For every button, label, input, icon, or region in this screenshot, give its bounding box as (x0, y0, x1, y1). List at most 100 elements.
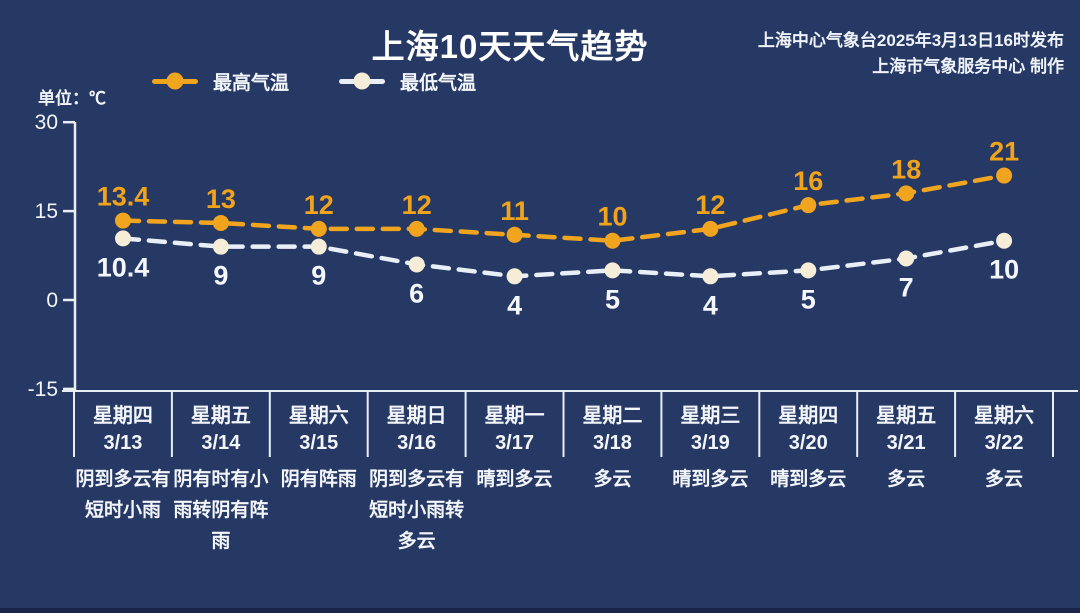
weather-description: 多云 (985, 469, 1024, 490)
date-label: 3/17 (495, 432, 534, 454)
low-temp-value-label: 4 (703, 290, 718, 320)
high-temp-legend-dot (166, 72, 184, 90)
forecast-column: 星期六 3/15 阴有阵雨 (270, 403, 368, 578)
low-temp-value-label: 10 (989, 255, 1019, 285)
date-label: 3/14 (201, 432, 241, 454)
low-temp-point (506, 268, 523, 285)
date-label: 3/13 (103, 432, 143, 454)
forecast-column: 星期五 3/21 多云 (857, 403, 955, 578)
high-temp-legend-label: 最高气温 (213, 72, 290, 94)
high-temp-point (800, 197, 817, 214)
low-temp-point (800, 262, 817, 279)
weather-description: 阴到多云有短时小雨 (75, 469, 171, 521)
high-temp-point (996, 167, 1013, 184)
high-temp-point (604, 232, 621, 249)
date-label: 3/19 (690, 432, 730, 454)
low-temp-point (898, 250, 915, 267)
weather-description: 阴有时有小雨转阴有阵雨 (173, 469, 269, 552)
high-temp-value-label: 10 (597, 202, 627, 232)
high-temp-value-label: 18 (891, 154, 921, 184)
high-temp-point (115, 212, 131, 229)
high-temp-point (310, 220, 327, 237)
legend-item-high-temp: 最高气温 (152, 68, 289, 95)
weather-description: 晴到多云 (770, 469, 847, 490)
weather-description: 多云 (887, 469, 926, 490)
low-temp-point (702, 268, 719, 285)
low-temp-value-label: 9 (213, 261, 228, 291)
legend: 最高气温 最低气温 (152, 68, 476, 94)
forecast-column: 星期五 3/14 阴有时有小雨转阴有阵雨 (172, 403, 270, 578)
high-temp-value-label: 12 (304, 190, 334, 220)
weekday-label: 星期四 (92, 405, 153, 427)
low-temp-value-label: 10.4 (97, 252, 150, 282)
low-temp-value-label: 4 (507, 290, 522, 320)
weather-description: 晴到多云 (672, 469, 749, 490)
forecast-column: 星期六 3/22 多云 (955, 403, 1053, 578)
date-label: 3/16 (397, 432, 437, 454)
weekday-label: 星期六 (974, 405, 1035, 427)
weekday-label: 星期三 (680, 405, 741, 427)
weekday-label: 星期六 (288, 405, 349, 427)
date-label: 3/18 (592, 432, 632, 454)
low-temp-value-label: 7 (899, 273, 914, 303)
high-temp-point (212, 214, 229, 231)
high-temp-point (408, 220, 425, 237)
forecast-column: 星期四 3/13 阴到多云有短时小雨 (74, 403, 172, 578)
high-temp-value-label: 21 (989, 137, 1019, 167)
y-axis-tick-label: 30 (35, 111, 58, 134)
date-label: 3/21 (886, 432, 926, 454)
unit-label: 单位：℃ (38, 89, 106, 108)
weekday-label: 星期日 (386, 405, 447, 427)
y-axis-tick-label: 0 (46, 289, 58, 312)
date-label: 3/22 (984, 432, 1024, 454)
legend-item-low-temp: 最低气温 (339, 68, 476, 95)
high-temp-value-label: 16 (793, 166, 823, 196)
low-temp-point (310, 238, 327, 255)
low-temp-point (604, 262, 621, 279)
attribution-line-1: 上海中心气象台2025年3月13日16时发布 (757, 31, 1064, 50)
forecast-column: 星期三 3/19 晴到多云 (661, 403, 759, 578)
low-temp-legend-label: 最低气温 (400, 72, 477, 94)
weekday-label: 星期一 (484, 405, 545, 427)
low-temp-point (115, 230, 131, 247)
high-temp-value-label: 12 (402, 190, 432, 220)
high-temp-legend-marker-icon (152, 72, 198, 90)
date-label: 3/15 (299, 432, 339, 454)
forecast-column: 星期日 3/16 阴到多云有短时小雨转多云 (368, 403, 466, 578)
high-temp-point (506, 226, 523, 243)
weather-description: 阴到多云有短时小雨转多云 (369, 469, 465, 552)
low-temp-line (120, 236, 1007, 279)
weekday-label: 星期二 (582, 405, 643, 427)
weekday-label: 星期五 (190, 405, 251, 427)
weekday-label: 星期四 (778, 405, 839, 427)
y-axis-tick-label: 15 (35, 200, 58, 223)
low-temp-value-label: 9 (311, 261, 326, 291)
high-temp-value-label: 12 (695, 190, 725, 220)
high-temp-line (120, 173, 1007, 243)
forecast-column: 星期四 3/20 晴到多云 (759, 403, 857, 578)
bottom-edge-strip (0, 608, 1080, 613)
page-title: 上海10天天气趋势 (371, 28, 649, 65)
attribution: 上海中心气象台2025年3月13日16时发布 上海市气象服务中心 制作 (758, 28, 1064, 80)
weekday-label: 星期五 (876, 405, 937, 427)
date-label: 3/20 (788, 432, 828, 454)
low-temp-value-label: 6 (409, 278, 424, 308)
weather-description: 阴有阵雨 (280, 469, 357, 490)
weather-description: 晴到多云 (476, 469, 553, 490)
low-temp-legend-marker-icon (339, 72, 386, 90)
low-temp-point (408, 256, 425, 273)
low-temp-legend-dot (353, 72, 371, 90)
low-temp-value-label: 5 (605, 284, 620, 314)
high-temp-value-label: 11 (500, 196, 529, 226)
high-temp-point (898, 185, 915, 202)
high-temp-value-label: 13 (206, 184, 236, 214)
low-temp-point (996, 232, 1013, 249)
high-temp-value-label: 13.4 (97, 182, 150, 212)
weather-description: 多云 (593, 469, 632, 490)
high-temp-point (702, 220, 719, 237)
attribution-line-2: 上海市气象服务中心 制作 (872, 57, 1064, 76)
low-temp-value-label: 5 (801, 284, 816, 314)
y-axis-tick-label: -15 (28, 378, 58, 401)
forecast-column: 星期一 3/17 晴到多云 (466, 403, 564, 578)
